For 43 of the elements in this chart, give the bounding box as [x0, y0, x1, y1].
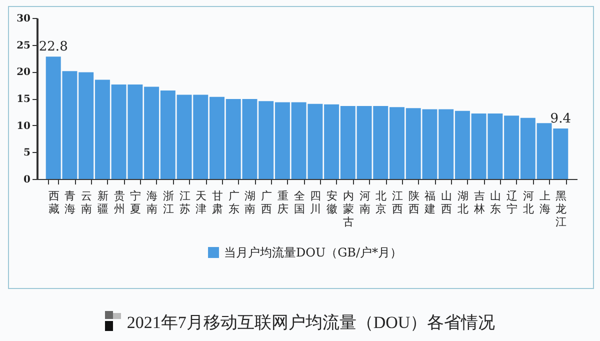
x-tick-label: 宁夏 [130, 190, 142, 216]
x-tick-label: 湖南 [244, 190, 256, 216]
x-tick-label: 甘肃 [212, 190, 223, 216]
x-tick-label: 重庆 [277, 190, 288, 216]
x-tick-label: 西藏 [48, 190, 60, 216]
data-label: 22.8 [38, 40, 68, 55]
x-tick-label: 全国 [294, 190, 305, 216]
x-tick-label: 新疆 [97, 190, 108, 216]
x-tick-label: 河南 [359, 190, 370, 216]
x-tick-label: 贵州 [114, 190, 125, 216]
x-tick-label: 黑龙江 [556, 190, 567, 228]
x-tick-label: 广西 [261, 190, 272, 216]
x-tick-label: 江西 [392, 190, 403, 216]
x-tick-label: 福建 [424, 190, 436, 216]
x-tick-label: 河北 [522, 190, 534, 216]
x-tick-label: 浙江 [162, 190, 174, 216]
x-tick-label: 海南 [146, 190, 158, 216]
data-label: 9.4 [550, 112, 571, 127]
x-tick-label: 上海 [539, 190, 550, 216]
x-tick-label: 云南 [81, 190, 92, 216]
x-tick-label: 陕西 [408, 190, 420, 216]
y-tick-label: 30 [16, 14, 31, 24]
y-tick-label: 0 [24, 174, 31, 186]
text: 2021年7月移动互联网户均流量（DOU）各省情况 [126, 313, 496, 332]
x-tick-label: 山东 [490, 190, 502, 216]
x-tick-label: 辽宁 [506, 190, 518, 216]
y-tick-label: 20 [16, 67, 31, 78]
legend-label: 当月户均流量DOU（GB/户*月） [224, 246, 402, 260]
x-tick-label: 内蒙古 [342, 190, 354, 228]
x-tick-label: 四川 [310, 190, 322, 216]
x-tick-label: 山西 [441, 190, 452, 216]
y-tick-label: 25 [16, 40, 31, 52]
x-tick-label: 北京 [376, 190, 387, 216]
y-tick-label: 10 [16, 120, 31, 132]
x-tick-label: 安徽 [326, 190, 338, 216]
x-tick-label: 广东 [228, 190, 240, 216]
y-tick-label: 15 [16, 94, 31, 105]
x-tick-label: 天津 [196, 190, 207, 216]
y-tick-label: 5 [24, 148, 31, 159]
x-tick-label: 江苏 [179, 190, 190, 216]
x-tick-label: 湖北 [457, 190, 468, 216]
x-tick-label: 青海 [64, 190, 76, 216]
x-tick-label: 吉林 [472, 190, 485, 216]
